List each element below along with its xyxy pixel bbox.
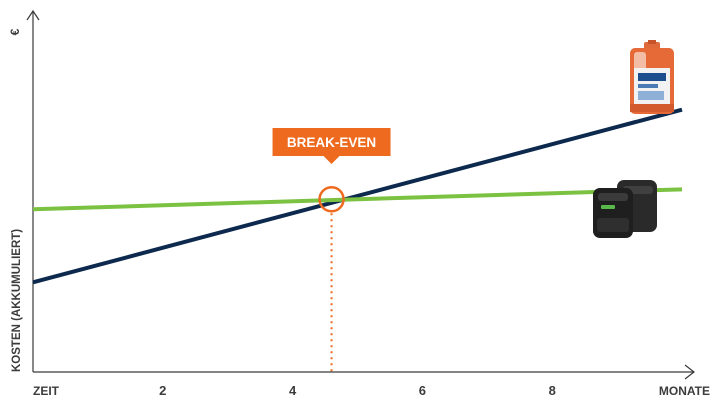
x-tick-label: 4: [289, 383, 297, 398]
y-axis-arrowhead: [26, 9, 40, 21]
series-line-canister: [32, 107, 683, 285]
y-axis-title: KOSTEN (AKKUMULIERT): [11, 229, 23, 372]
x-tick-label: 6: [419, 383, 426, 398]
series-line-dispenser: [32, 187, 683, 212]
y-unit-label: €: [8, 28, 22, 35]
x-tick-label: 2: [159, 383, 166, 398]
break-even-point: [318, 186, 345, 213]
dispenser-icon: [593, 180, 657, 238]
break-even-callout: [272, 128, 391, 156]
break-even-callout-pointer: [323, 156, 340, 164]
x-axis-arrowhead: [684, 364, 695, 380]
x-axis-title-right: MONATE: [659, 384, 710, 398]
x-tick-labels: 2 4 6 8: [159, 383, 556, 398]
x-axis-title-left: ZEIT: [33, 384, 60, 398]
canister-icon: [630, 40, 674, 114]
series-lines: [32, 107, 683, 285]
x-tick-label: 8: [549, 383, 556, 398]
break-even-label: BREAK-EVEN: [287, 135, 376, 150]
break-even-marker-layer: BREAK-EVEN: [272, 128, 391, 213]
